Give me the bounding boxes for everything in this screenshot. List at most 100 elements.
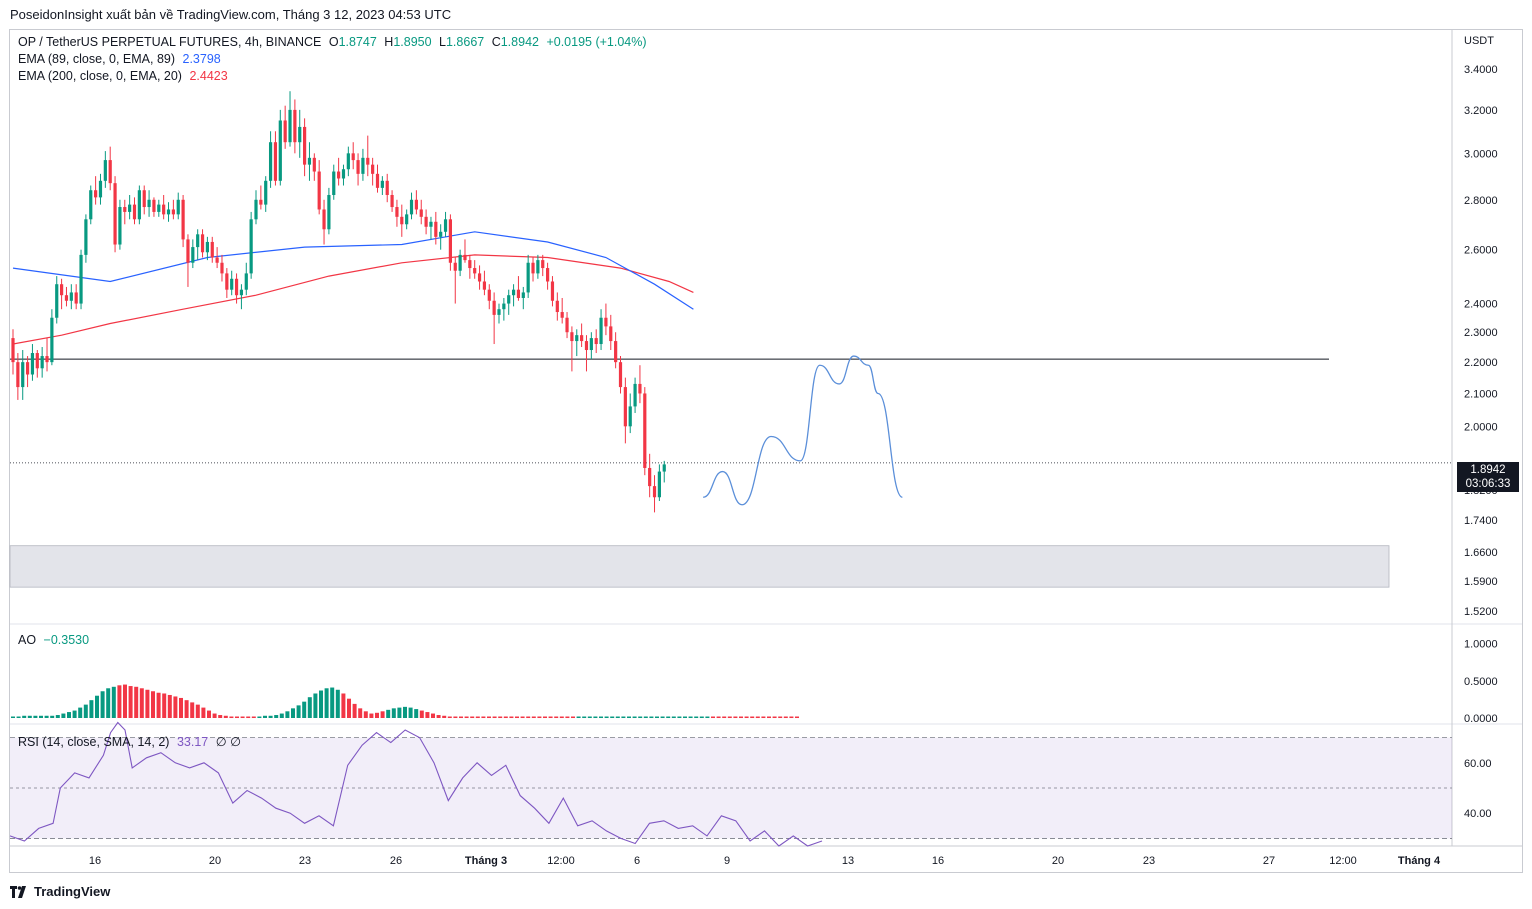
ao-bar [436,715,441,718]
ao-bar [464,716,469,719]
candle [604,303,608,336]
candle [264,176,268,212]
rsi-tick-label: 40.00 [1464,808,1492,820]
candle [502,297,506,321]
time-tick-label: Tháng 3 [465,855,507,867]
candle-body [40,356,44,369]
ao-bar [162,693,167,718]
ao-bar [72,710,77,718]
candle-body [575,335,579,342]
candle [166,202,171,222]
projection-drawing [702,355,903,506]
ao-bar [677,716,682,719]
price-tick-label: 1.6600 [1464,547,1498,559]
candle-body [429,221,433,227]
candle [380,176,384,195]
candle [453,257,457,304]
ao-bar [27,715,32,718]
ao-bar [767,716,771,719]
candle [137,185,141,225]
candle [210,236,214,263]
candle-body [283,120,287,143]
symbol-label[interactable]: OP / TetherUS PERPETUAL FUTURES, 4h, BIN… [18,35,322,49]
ao-bar [615,716,620,719]
candle-body [215,257,219,263]
ao-bar [671,716,676,719]
ao-bar [111,686,116,718]
candle-body [123,207,127,212]
ao-bar [83,704,88,718]
candle [448,214,452,271]
candle [157,199,161,217]
ao-bar [341,693,346,718]
rsi-line [9,721,823,847]
ao-bar [50,715,55,718]
ao-bar [257,716,262,719]
candle-body [662,464,666,472]
candle-body [322,209,326,230]
candle-body [98,180,103,198]
ao-bar [145,689,150,718]
ao-bar [554,716,559,719]
candle [171,199,175,220]
rsi-legend[interactable]: RSI (14, close, SMA, 14, 2) 33.17 ∅ ∅ [18,734,245,749]
candle-body [35,353,39,369]
ao-bar [358,708,363,718]
candle-body [176,199,180,215]
candle [648,453,652,498]
time-tick-label: 26 [390,855,402,867]
candle [79,249,83,310]
candle-body [385,180,389,195]
price-tick-label: 2.1000 [1464,388,1498,400]
candle-body [103,160,107,181]
candle [375,164,380,193]
ao-bar [548,716,553,719]
time-tick-label: 23 [1143,855,1155,867]
candle-body [434,221,438,237]
price-tick-label: 2.4000 [1464,299,1498,311]
demand-zone-box [9,545,1390,588]
ao-bar [408,707,413,718]
time-tick-label: Tháng 4 [1398,855,1441,867]
ao-bar [526,716,531,719]
ao-bar [778,716,783,719]
candle-body [171,209,175,215]
candle-body [152,199,156,212]
candle [205,236,209,261]
candle-body [492,300,496,315]
ao-bar [22,715,27,718]
candle-body [419,209,423,217]
ao-legend[interactable]: AO −0.3530 [18,633,93,647]
candle [507,289,511,315]
ao-bar [627,716,631,719]
candle [307,142,312,181]
candle [249,211,253,279]
ema200-legend[interactable]: EMA (200, close, 0, EMA, 20) 2.4423 [18,69,232,83]
candle [152,197,156,217]
ema89-legend[interactable]: EMA (89, close, 0, EMA, 89) 2.3798 [18,52,225,66]
ao-bar [660,716,665,719]
candle-body [458,254,462,271]
candle-body [225,273,229,290]
candle-body [186,239,190,263]
ao-bar [229,716,234,719]
tradingview-footer[interactable]: TradingView [10,884,110,899]
ao-bar [414,709,419,718]
candle-body [142,190,146,208]
candle [230,270,234,296]
candle [614,332,618,369]
candle-body [327,194,331,230]
candle [536,254,540,279]
time-tick-label: 27 [1263,855,1275,867]
candle [623,377,627,444]
candle-body [137,190,141,220]
ao-bar [481,716,486,719]
candle [638,365,642,404]
ao-bar [128,686,133,718]
ao-bar [559,716,564,719]
candle [30,344,35,381]
candle-body [259,199,263,205]
candle-body [623,387,627,427]
candle-body [580,335,584,342]
